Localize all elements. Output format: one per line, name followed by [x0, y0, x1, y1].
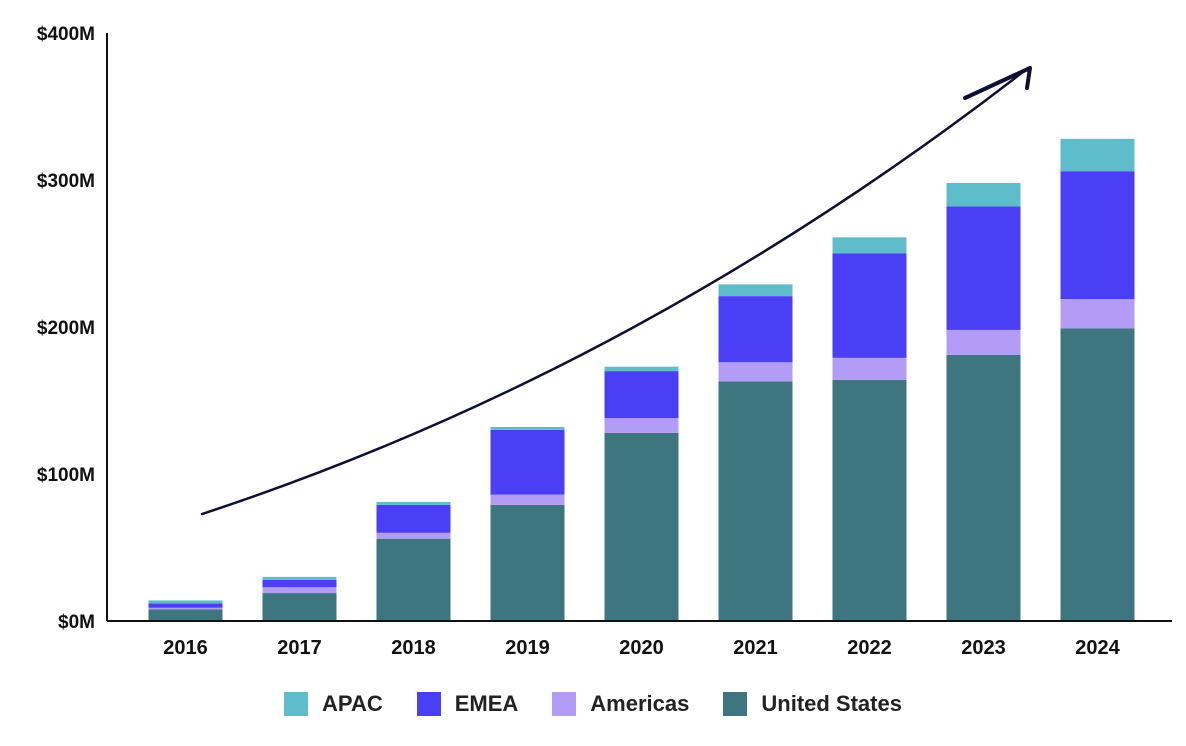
x-tick-label: 2024	[1075, 637, 1120, 659]
y-tick-label: $400M	[37, 24, 95, 45]
x-tick-label: 2021	[733, 637, 778, 659]
bar-segment-americas-2016	[148, 607, 223, 610]
bar-segment-americas-2020	[604, 418, 679, 433]
bar-segment-americas-2021	[718, 362, 793, 382]
legend-label: APAC	[322, 691, 383, 716]
bar-segment-apac-2024	[1060, 138, 1135, 172]
bar-segment-united-states-2021	[718, 381, 793, 621]
bar-segment-apac-2018	[376, 501, 451, 505]
y-tick-label: $100M	[37, 465, 95, 486]
bar-segment-united-states-2018	[376, 538, 451, 621]
legend-item-united-states: United States	[723, 691, 902, 717]
legend-item-apac: APAC	[284, 691, 383, 717]
bar-segment-united-states-2020	[604, 432, 679, 621]
legend: APAC EMEA Americas United States	[0, 686, 1186, 722]
bar-segment-united-states-2022	[832, 379, 907, 621]
x-tick-label: 2020	[619, 637, 664, 659]
x-tick-label: 2016	[163, 637, 208, 659]
bar-segment-americas-2023	[946, 329, 1021, 355]
bar-segment-americas-2019	[490, 494, 565, 505]
bar-segment-apac-2023	[946, 182, 1021, 207]
y-axis-ticks: $0M $100M $200M $300M $400M	[37, 24, 95, 633]
bar-segment-apac-2022	[832, 237, 907, 254]
legend-swatch	[284, 692, 309, 716]
legend-label: United States	[761, 691, 902, 716]
x-tick-label: 2019	[505, 637, 550, 659]
bar-segment-apac-2016	[148, 600, 223, 604]
bar-segment-emea-2020	[604, 371, 679, 419]
x-tick-label: 2018	[391, 637, 436, 659]
bar-segment-apac-2021	[718, 284, 793, 297]
legend-swatch	[416, 692, 441, 716]
legend-swatch	[552, 692, 577, 716]
bar-segment-united-states-2023	[946, 354, 1021, 621]
x-tick-label: 2017	[277, 637, 322, 659]
bar-segment-united-states-2016	[148, 609, 223, 621]
legend-label: EMEA	[454, 691, 519, 716]
bars-group	[148, 138, 1135, 621]
bar-segment-united-states-2019	[490, 504, 565, 621]
bar-segment-united-states-2024	[1060, 328, 1135, 621]
bar-segment-apac-2020	[604, 366, 679, 372]
legend-item-americas: Americas	[552, 691, 689, 717]
bar-chart: $0M $100M $200M $300M $400M 2016 2017 2018 2019…	[37, 24, 1172, 659]
bar-segment-emea-2016	[148, 603, 223, 608]
bar-segment-emea-2019	[490, 429, 565, 495]
y-tick-label: $200M	[37, 318, 95, 339]
x-axis-ticks: 2016 2017 2018 2019 2020 2021 2022 2023 2024	[163, 637, 1120, 659]
bar-segment-emea-2023	[946, 206, 1021, 330]
y-tick-label: $300M	[37, 171, 95, 192]
bar-segment-emea-2017	[262, 579, 337, 588]
legend-label: Americas	[590, 691, 690, 716]
bar-segment-apac-2019	[490, 426, 565, 430]
bar-segment-united-states-2017	[262, 593, 337, 621]
x-tick-label: 2023	[961, 637, 1006, 659]
bar-segment-americas-2024	[1060, 299, 1135, 329]
bar-segment-emea-2024	[1060, 171, 1135, 300]
bar-segment-americas-2017	[262, 587, 337, 594]
bar-segment-emea-2022	[832, 253, 907, 358]
legend-item-emea: EMEA	[416, 691, 519, 717]
trend-arrow	[200, 66, 1032, 516]
bar-segment-americas-2022	[832, 357, 907, 380]
legend-swatch	[723, 692, 748, 716]
bar-segment-apac-2017	[262, 576, 337, 580]
bar-segment-emea-2021	[718, 296, 793, 363]
bar-segment-emea-2018	[376, 504, 451, 533]
x-tick-label: 2022	[847, 637, 892, 659]
bar-segment-americas-2018	[376, 532, 451, 539]
y-tick-label: $0M	[58, 612, 95, 633]
